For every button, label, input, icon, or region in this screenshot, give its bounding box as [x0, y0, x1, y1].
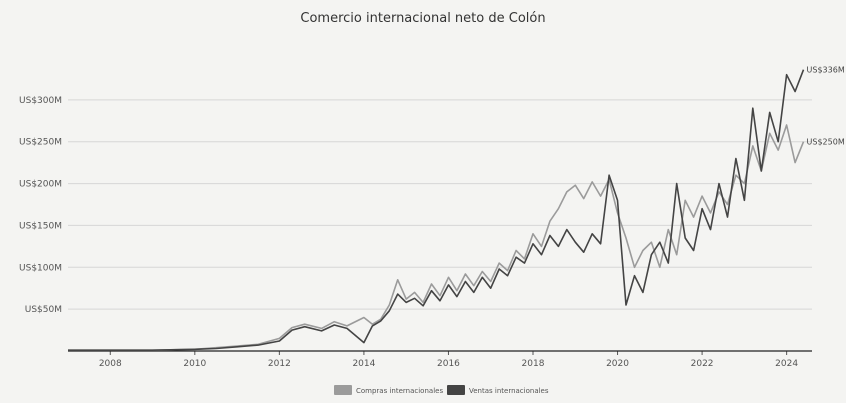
x-tick-label: 2020: [606, 359, 629, 369]
series-line-0: [68, 125, 804, 350]
y-tick-label: US$100M: [19, 263, 62, 273]
legend-swatch: [334, 385, 352, 395]
chart-legend: Compras internacionales Ventas internacio…: [334, 385, 549, 395]
series-end-label: US$250M: [807, 138, 845, 147]
x-tick-label: 2008: [99, 359, 122, 369]
chart-title: Comercio internacional neto de Colón: [300, 11, 545, 26]
x-tick-label: 2014: [352, 359, 375, 369]
series-line-1: [68, 70, 804, 351]
x-tick-label: 2018: [522, 359, 545, 369]
legend-swatch: [447, 385, 465, 395]
x-tick-label: 2012: [268, 359, 291, 369]
y-axis-ticks: US$50M US$100M US$150M US$200M US$250M US$300…: [19, 96, 62, 315]
y-tick-label: US$300M: [19, 96, 62, 106]
series-end-labels: US$250M US$336M: [807, 66, 845, 147]
legend-label: Ventas internacionales: [469, 387, 549, 395]
x-tick-label: 2024: [775, 359, 798, 369]
y-tick-label: US$150M: [19, 221, 62, 231]
legend-label: Compras internacionales: [356, 387, 443, 395]
y-tick-label: US$250M: [19, 138, 62, 148]
x-tick-label: 2022: [691, 359, 714, 369]
x-tick-label: 2010: [183, 359, 206, 369]
series-lines: [68, 70, 804, 351]
x-axis-ticks: 2008 2010 2012 2014 2016 2018 2020 2022 2024: [99, 351, 799, 369]
series-end-label: US$336M: [807, 66, 845, 75]
x-tick-label: 2016: [437, 359, 460, 369]
y-tick-label: US$200M: [19, 180, 62, 190]
grid-lines: [68, 100, 812, 309]
y-tick-label: US$50M: [25, 305, 62, 315]
